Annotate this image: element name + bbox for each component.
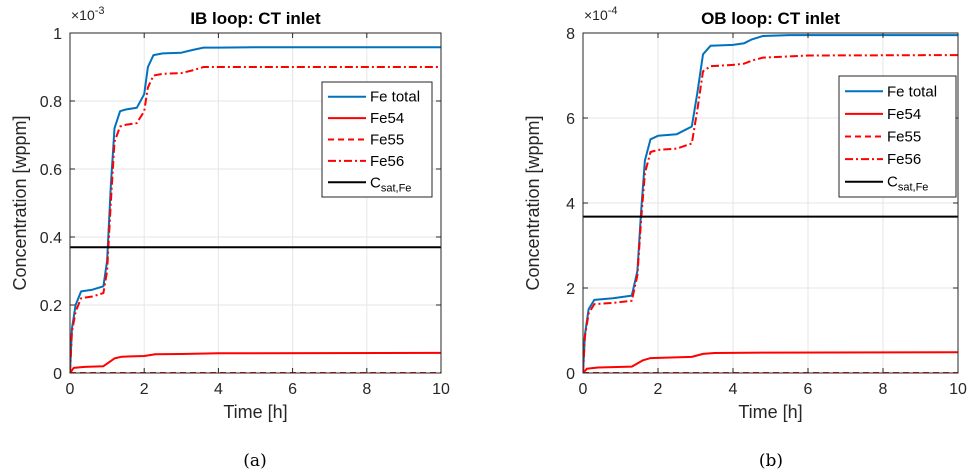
- legend: Fe total Fe54 Fe55 Fe56 Csat,Fe: [321, 81, 433, 198]
- y-tick-label: 2: [566, 281, 575, 298]
- series-line-1: [583, 351, 958, 373]
- y-exponent-label: ×10-4: [584, 5, 618, 23]
- y-tick-label: 8: [566, 26, 575, 43]
- y-tick-label: 0.6: [40, 162, 62, 179]
- x-tick-label: 4: [729, 381, 738, 398]
- x-tick-label: 4: [214, 381, 223, 398]
- x-tick-label: 2: [140, 381, 149, 398]
- y-tick-label: 1: [53, 26, 62, 43]
- legend-label: Fe56: [887, 151, 921, 168]
- y-axis-label: Concentration [wppm]: [523, 115, 543, 290]
- axes-box: [69, 32, 442, 374]
- y-tick-label: 0.4: [40, 230, 62, 247]
- y-tick-label: 0: [53, 366, 62, 383]
- series-group: [583, 34, 958, 373]
- series-line-0: [583, 34, 958, 373]
- y-tick-label: 0.2: [40, 298, 62, 315]
- chart-panel-2: 0 2 4 6 8 10 0 2 4 6 8 ×10-4 OB loop: CT inlet Time […: [523, 5, 967, 471]
- y-tick-label: 6: [566, 111, 575, 128]
- legend-label: Csat,Fe: [887, 174, 928, 194]
- ticks: 0 2 4 6 8 10 0 0.2 0.4 0.6 0.8 1: [40, 26, 450, 398]
- x-tick-label: 6: [804, 381, 813, 398]
- x-tick-label: 0: [66, 381, 75, 398]
- legend-label: Fe total: [887, 83, 937, 100]
- legend-label: Fe54: [370, 110, 404, 127]
- x-axis-label: Time [h]: [223, 402, 287, 422]
- x-tick-label: 2: [654, 381, 663, 398]
- ticks: 0 2 4 6 8 10 0 2 4 6 8: [566, 26, 967, 398]
- x-tick-label: 10: [949, 381, 967, 398]
- y-exponent-label: ×10-3: [71, 5, 105, 23]
- series-group: [70, 46, 441, 373]
- x-tick-label: 10: [432, 381, 450, 398]
- legend-label: Fe54: [887, 106, 921, 123]
- legend-label: Fe56: [370, 153, 404, 170]
- legend-label: Fe total: [370, 89, 420, 106]
- legend: Fe total Fe54 Fe55 Fe56 Csat,Fe: [838, 75, 957, 198]
- series-line-1: [70, 351, 441, 373]
- y-tick-label: 4: [566, 196, 575, 213]
- legend-label: Csat,Fe: [370, 174, 411, 194]
- chart-panel-1: 0 2 4 6 8 10 0 0.2 0.4 0.6 0.8 1 ×10-3 IB loop: CT in…: [10, 5, 450, 471]
- y-tick-label: 0.8: [40, 94, 62, 111]
- y-axis-label: Concentration [wppm]: [10, 115, 30, 290]
- chart-title: OB loop: CT inlet: [701, 9, 840, 28]
- series-line-3: [583, 54, 958, 373]
- figure-caption: (a): [243, 451, 266, 471]
- chart-title: IB loop: CT inlet: [190, 9, 321, 28]
- y-tick-label: 0: [566, 366, 575, 383]
- series-line-3: [70, 66, 441, 373]
- figure-caption: (b): [759, 451, 783, 471]
- series-line-0: [70, 46, 441, 373]
- x-tick-label: 8: [362, 381, 371, 398]
- x-tick-label: 8: [879, 381, 888, 398]
- legend-label: Fe55: [887, 129, 921, 146]
- x-tick-label: 6: [288, 381, 297, 398]
- x-tick-label: 0: [579, 381, 588, 398]
- legend-label: Fe55: [370, 132, 404, 149]
- x-axis-label: Time [h]: [738, 402, 802, 422]
